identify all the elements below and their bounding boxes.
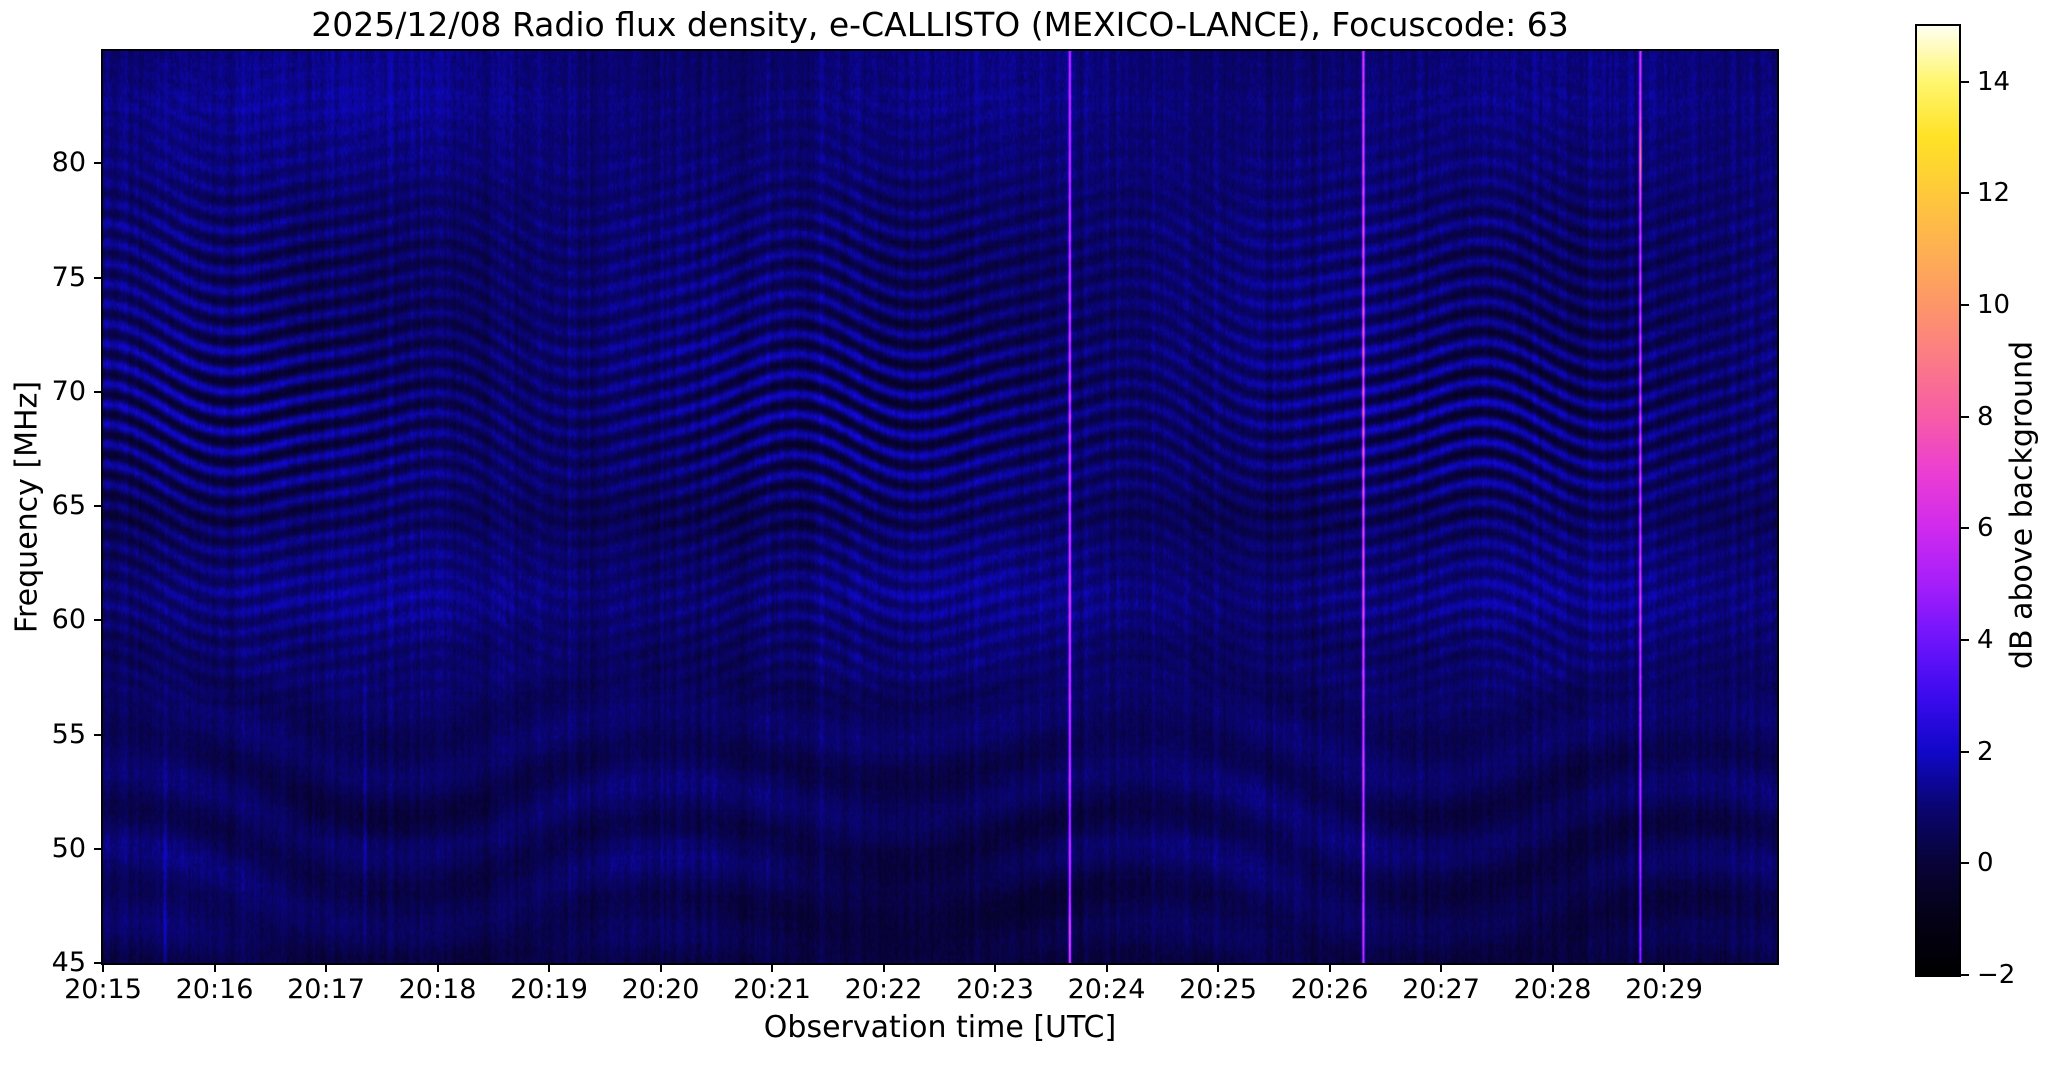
- x-tick-mark: [771, 963, 773, 972]
- x-tick-mark: [659, 963, 662, 972]
- y-tick-mark: [94, 505, 103, 507]
- colorbar-tick-mark: [1961, 639, 1969, 642]
- y-tick-label: 80: [51, 147, 86, 179]
- x-tick-label: 20:22: [844, 974, 923, 1005]
- y-tick-label: 70: [51, 375, 86, 407]
- y-tick-label: 75: [51, 261, 86, 293]
- colorbar-tick-label: 4: [1977, 625, 1994, 656]
- colorbar-tick-mark: [1961, 862, 1969, 865]
- x-tick-label: 20:15: [64, 974, 142, 1005]
- colorbar-tick-label: 8: [1977, 401, 1994, 432]
- y-tick-mark: [94, 390, 103, 393]
- x-tick-label: 20:29: [1625, 974, 1703, 1005]
- y-tick-label: 45: [51, 947, 86, 978]
- colorbar-tick-mark: [1961, 974, 1969, 976]
- y-tick-label: 60: [51, 604, 86, 636]
- colorbar-tick-mark: [1961, 750, 1969, 753]
- colorbar-tick-mark: [1961, 304, 1969, 307]
- x-tick-label: 20:19: [510, 974, 588, 1005]
- y-tick-label: 50: [51, 832, 86, 864]
- plot-area: [101, 49, 1779, 965]
- spectrogram-canvas: [103, 51, 1777, 963]
- x-tick-mark: [1328, 963, 1331, 972]
- x-tick-mark: [1440, 963, 1442, 972]
- x-tick-label: 20:18: [398, 974, 477, 1005]
- y-tick-mark: [94, 162, 103, 165]
- x-tick-mark: [882, 963, 885, 972]
- colorbar-tick-label: 2: [1977, 736, 1994, 767]
- x-axis-label: Observation time [UTC]: [763, 1010, 1117, 1045]
- colorbar-gradient: [1917, 26, 1959, 975]
- colorbar-tick-mark: [1961, 415, 1969, 418]
- x-tick-mark: [1551, 963, 1554, 972]
- y-tick-mark: [94, 733, 103, 736]
- colorbar-label: dB above background: [2004, 340, 2040, 670]
- x-tick-label: 20:23: [956, 974, 1034, 1005]
- colorbar-tick-mark: [1961, 527, 1969, 530]
- colorbar: [1915, 24, 1961, 977]
- y-tick-mark: [94, 847, 103, 850]
- y-tick-mark: [94, 619, 103, 622]
- x-tick-mark: [325, 963, 327, 972]
- x-tick-label: 20:16: [175, 974, 254, 1005]
- colorbar-tick-label: −2: [1977, 960, 2016, 990]
- x-tick-mark: [213, 963, 216, 972]
- y-tick-mark: [94, 962, 103, 964]
- colorbar-tick-label: 0: [1977, 848, 1994, 879]
- x-tick-label: 20:21: [733, 974, 811, 1005]
- colorbar-tick-mark: [1961, 192, 1969, 195]
- x-tick-mark: [1105, 963, 1108, 972]
- x-tick-mark: [102, 963, 104, 972]
- x-tick-label: 20:17: [287, 974, 365, 1005]
- x-tick-label: 20:20: [621, 974, 700, 1005]
- colorbar-tick-label: 10: [1977, 290, 2011, 321]
- colorbar-tick-label: 12: [1977, 178, 2011, 209]
- y-tick-mark: [94, 276, 103, 279]
- x-tick-mark: [436, 963, 439, 972]
- x-tick-mark: [548, 963, 550, 972]
- x-tick-label: 20:26: [1290, 974, 1369, 1005]
- y-tick-label: 55: [51, 718, 86, 750]
- x-tick-mark: [1663, 963, 1665, 972]
- x-tick-label: 20:27: [1402, 974, 1480, 1005]
- y-tick-label: 65: [51, 490, 86, 521]
- x-tick-label: 20:28: [1513, 974, 1592, 1005]
- x-tick-label: 20:24: [1067, 974, 1146, 1005]
- x-tick-label: 20:25: [1179, 974, 1257, 1005]
- x-tick-mark: [994, 963, 996, 972]
- colorbar-tick-mark: [1961, 80, 1969, 83]
- y-axis-label: Frequency [MHz]: [9, 380, 45, 634]
- colorbar-tick-label: 14: [1977, 66, 2011, 97]
- plot-title: 2025/12/08 Radio flux density, e-CALLIST…: [311, 5, 1569, 44]
- x-tick-mark: [1217, 963, 1219, 972]
- colorbar-tick-label: 6: [1977, 513, 1994, 544]
